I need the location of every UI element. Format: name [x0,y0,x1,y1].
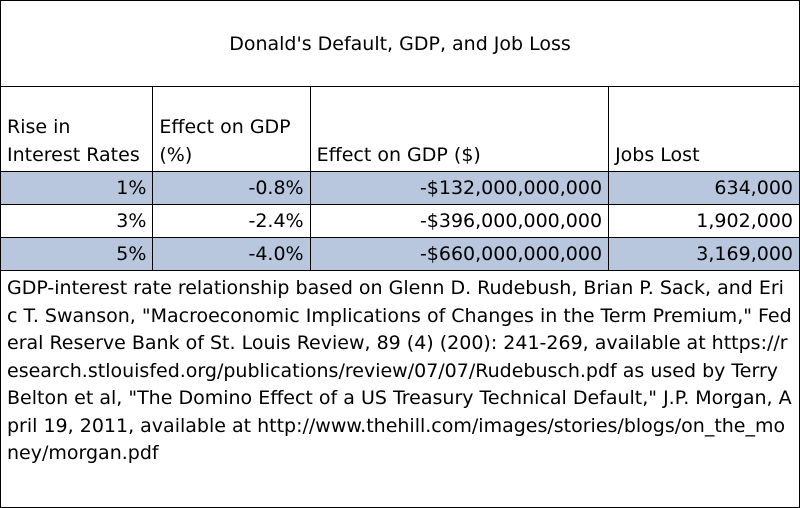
cell-gdp-pct: -4.0% [152,237,311,271]
column-header-rise: Rise in Interest Rates [1,86,154,172]
cell-gdp-pct: -2.4% [152,204,311,238]
cell-jobs: 634,000 [608,171,799,205]
table-row: 3% -2.4% -$396,000,000,000 1,902,000 [1,204,799,238]
source-note-text: GDP-interest rate relationship based on … [7,277,792,464]
header-row: Rise in Interest Rates Effect on GDP (%)… [1,86,799,172]
column-header-jobs: Jobs Lost [608,86,799,172]
cell-jobs: 1,902,000 [608,204,799,238]
column-header-gdp-pct: Effect on GDP (%) [152,86,311,172]
cell-rate: 1% [1,171,154,205]
column-header-gdp-usd: Effect on GDP ($) [309,86,610,172]
cell-rate: 5% [1,237,154,271]
cell-jobs: 3,169,000 [608,237,799,271]
source-note: GDP-interest rate relationship based on … [1,270,799,495]
cell-rate: 3% [1,204,154,238]
table-row: 5% -4.0% -$660,000,000,000 3,169,000 [1,237,799,271]
table-title: Donald's Default, GDP, and Job Loss [1,1,799,87]
cell-gdp-usd: -$132,000,000,000 [309,171,610,205]
cell-gdp-usd: -$660,000,000,000 [309,237,610,271]
data-table: Donald's Default, GDP, and Job Loss Rise… [1,1,799,495]
cell-gdp-pct: -0.8% [152,171,311,205]
cell-gdp-usd: -$396,000,000,000 [309,204,610,238]
table-row: 1% -0.8% -$132,000,000,000 634,000 [1,171,799,205]
